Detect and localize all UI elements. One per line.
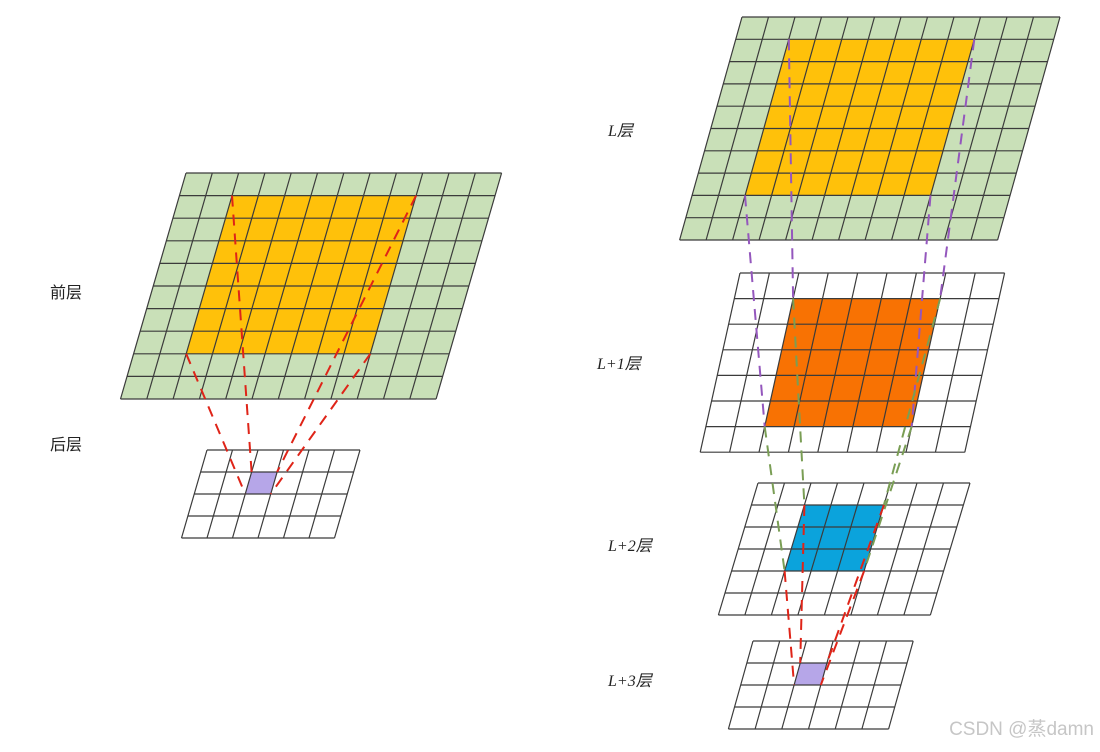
watermark: CSDN @蒸damn — [949, 719, 1094, 740]
projection-lines-L2-to-L3 — [783, 504, 885, 686]
projection-lines-L1-to-L2 — [763, 298, 942, 572]
grid-L2 — [717, 482, 971, 616]
projection-line — [787, 39, 795, 299]
projection-line — [269, 353, 372, 495]
layer-label-L: L层 — [608, 123, 633, 140]
grid-L-lines — [679, 16, 1061, 241]
projection-line — [185, 353, 247, 495]
layer-label-L3: L+3层 — [608, 673, 652, 690]
grid-L2-highlight-region — [784, 505, 884, 571]
grid-back-highlight-region — [245, 472, 278, 494]
layer-label-L1: L+1层 — [597, 356, 641, 373]
layer-label-back: 后层 — [50, 437, 83, 454]
projection-line — [819, 570, 866, 686]
projection-line — [799, 504, 806, 664]
projection-line — [825, 504, 885, 664]
layer-label-front: 前层 — [50, 285, 83, 302]
grid-L3-highlight-region — [794, 663, 827, 685]
projection-line — [910, 195, 932, 427]
grid-L1-lines — [699, 272, 1006, 453]
grid-L1-highlight-region — [764, 298, 941, 427]
grid-L2-lines — [717, 482, 971, 616]
grid-front — [119, 172, 503, 400]
projection-line — [882, 298, 942, 506]
projection-line — [783, 570, 796, 686]
grid-front-lines — [119, 172, 503, 400]
grid-L — [679, 16, 1061, 241]
projection-lines-L-to-L1 — [744, 39, 976, 427]
projection-line — [763, 426, 786, 572]
layer-label-L2: L+2层 — [608, 538, 652, 555]
projection-line — [744, 195, 766, 427]
projection-line — [792, 298, 806, 506]
grid-L1 — [699, 272, 1006, 453]
projection-lines-front-to-back — [185, 195, 417, 495]
grid-front-highlight-region — [186, 195, 417, 354]
projection-line — [276, 195, 417, 473]
projection-line — [863, 426, 913, 572]
projection-line — [231, 195, 253, 473]
grid-L-highlight-region — [745, 39, 975, 196]
projection-line — [939, 39, 976, 299]
